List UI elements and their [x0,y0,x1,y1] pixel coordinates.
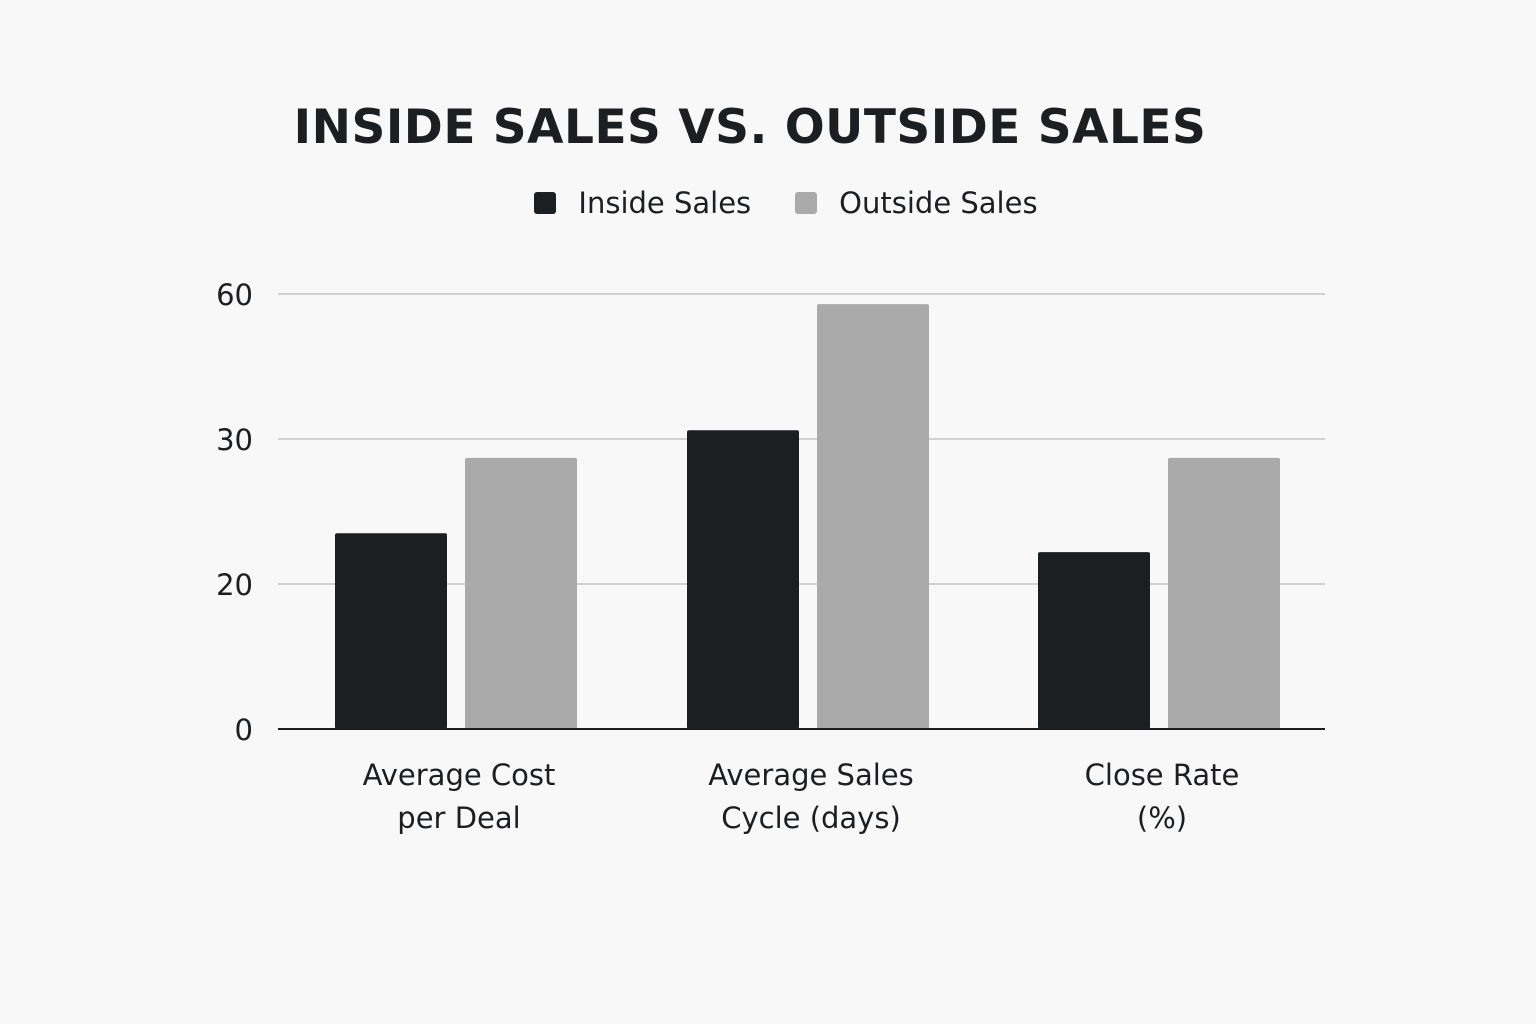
x-category-label: per Deal [397,801,520,835]
legend-item-outside-sales: Outside Sales [795,186,1038,220]
x-category-label: Close Rate [1085,758,1240,792]
x-category-label: (%) [1137,801,1187,835]
legend-swatch-outside-sales [795,192,818,214]
x-category-label: Average Sales [708,758,914,792]
bar-inside-sales [687,430,799,729]
legend-swatch-inside-sales [534,192,557,214]
y-tick-label: 20 [216,568,253,602]
chart-title: INSIDE SALES VS. OUTSIDE SALES [293,100,1207,155]
bar-inside-sales [1038,552,1150,729]
legend-label-outside-sales: Outside Sales [839,186,1038,220]
bar-outside-sales [465,457,577,729]
x-category-label: Average Cost [363,758,556,792]
legend-label-inside-sales: Inside Sales [578,186,752,220]
x-category-label: Cycle (days) [721,801,901,835]
y-tick-label: 60 [216,278,253,312]
bar-outside-sales [1168,457,1280,729]
legend: Inside Sales Outside Sales [0,186,1536,220]
bar-outside-sales [817,304,929,729]
legend-item-inside-sales: Inside Sales [534,186,751,220]
bar-inside-sales [335,533,447,729]
y-tick-label: 0 [235,713,253,747]
y-tick-label: 30 [216,423,253,457]
